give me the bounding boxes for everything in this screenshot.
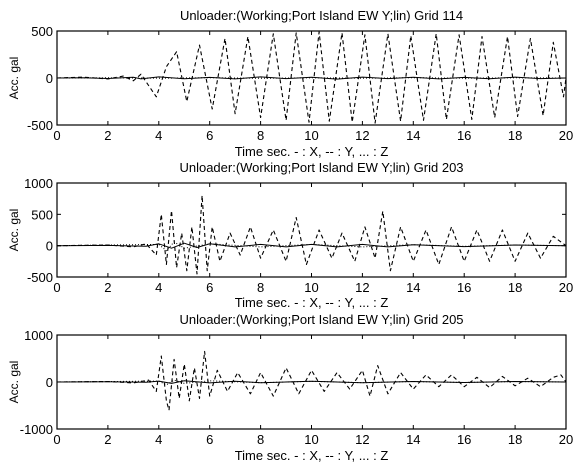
x-tick-label: 8 xyxy=(257,128,264,143)
y-tick-label: 1000 xyxy=(24,328,53,343)
x-axis-label: Time sec. - : X, -- : Y, ... : Z xyxy=(235,144,389,159)
y-axis-label: Acc. gal xyxy=(7,209,21,252)
x-tick-label: 6 xyxy=(206,432,213,447)
x-tick-label: 12 xyxy=(355,280,369,295)
x-tick-label: 14 xyxy=(406,280,420,295)
series-group xyxy=(57,350,566,411)
x-tick-label: 14 xyxy=(406,432,420,447)
x-axis-label: Time sec. - : X, -- : Y, ... : Z xyxy=(235,295,389,310)
series-group xyxy=(57,31,566,124)
x-tick-label: 2 xyxy=(104,432,111,447)
chart-panel-2: Unloader:(Working;Port Island EW Y;lin) … xyxy=(7,160,573,310)
y-tick-label: 0 xyxy=(46,375,53,390)
x-tick-label: 20 xyxy=(559,280,573,295)
x-tick-label: 4 xyxy=(155,128,162,143)
x-tick-label: 16 xyxy=(457,280,471,295)
series-group xyxy=(57,194,566,275)
y-tick-label: 500 xyxy=(31,24,53,39)
chart-title: Unloader:(Working;Port Island EW Y;lin) … xyxy=(179,312,463,327)
x-tick-label: 16 xyxy=(457,128,471,143)
x-tick-label: 4 xyxy=(155,280,162,295)
y-tick-label: 0 xyxy=(46,71,53,86)
x-tick-label: 0 xyxy=(53,128,60,143)
x-tick-label: 12 xyxy=(355,432,369,447)
y-axis-label: Acc. gal xyxy=(7,57,21,100)
x-tick-label: 18 xyxy=(508,432,522,447)
x-tick-label: 2 xyxy=(104,280,111,295)
x-tick-label: 20 xyxy=(559,128,573,143)
y-tick-label: 1000 xyxy=(24,176,53,191)
y-tick-label: 500 xyxy=(31,207,53,222)
x-tick-label: 14 xyxy=(406,128,420,143)
chart-panel-1: Unloader:(Working;Port Island EW Y;lin) … xyxy=(7,8,573,159)
chart-title: Unloader:(Working;Port Island EW Y;lin) … xyxy=(180,8,463,23)
y-tick-label: -1000 xyxy=(20,422,53,437)
x-tick-label: 12 xyxy=(355,128,369,143)
x-tick-label: 18 xyxy=(508,128,522,143)
x-tick-label: 10 xyxy=(304,280,318,295)
y-axis-label: Acc. gal xyxy=(7,361,21,404)
y-tick-label: -500 xyxy=(27,118,53,133)
series-line-dot xyxy=(57,77,566,79)
x-tick-label: 8 xyxy=(257,432,264,447)
series-line-dot xyxy=(57,241,566,252)
x-tick-label: 0 xyxy=(53,432,60,447)
series-line-dash xyxy=(57,350,566,411)
y-tick-label: -500 xyxy=(27,270,53,285)
series-line-dash xyxy=(57,31,566,124)
series-line-dash xyxy=(57,194,566,275)
plot-frame xyxy=(56,182,567,278)
x-tick-label: 20 xyxy=(559,432,573,447)
x-tick-label: 18 xyxy=(508,280,522,295)
x-tick-label: 10 xyxy=(304,128,318,143)
x-tick-label: 8 xyxy=(257,280,264,295)
x-axis-label: Time sec. - : X, -- : Y, ... : Z xyxy=(235,448,389,463)
chart-title: Unloader:(Working;Port Island EW Y;lin) … xyxy=(179,160,463,175)
series-line-solid xyxy=(57,242,566,249)
chart-panel-3: Unloader:(Working;Port Island EW Y;lin) … xyxy=(7,312,573,463)
x-tick-label: 2 xyxy=(104,128,111,143)
x-tick-label: 6 xyxy=(206,128,213,143)
x-tick-label: 6 xyxy=(206,280,213,295)
x-tick-label: 0 xyxy=(53,280,60,295)
y-tick-label: 0 xyxy=(46,239,53,254)
x-tick-label: 10 xyxy=(304,432,318,447)
x-tick-label: 4 xyxy=(155,432,162,447)
x-tick-label: 16 xyxy=(457,432,471,447)
